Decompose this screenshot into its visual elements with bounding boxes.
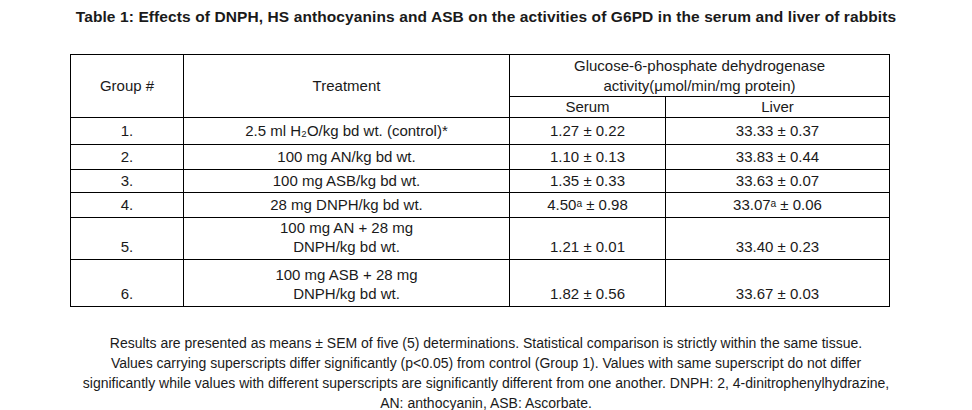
liver-value-cell: 33.63 ± 0.07: [666, 170, 890, 193]
subcol-header-serum: Serum: [510, 97, 666, 118]
table-caption: Table 1: Effects of DNPH, HS anthocyanin…: [0, 8, 972, 26]
col-header-activity: Glucose-6-phosphate dehydrogenase activi…: [510, 55, 890, 97]
table-footnote: Results are presented as means ± SEM of …: [0, 333, 972, 410]
table-row-group-4: 4. 28 mg DNPH/kg bd wt. 4.50ᵃ ± 0.98 33.…: [71, 193, 890, 218]
results-table: Group # Treatment Glucose-6-phosphate de…: [70, 54, 890, 307]
liver-value-cell: 33.40 ± 0.23: [666, 218, 890, 260]
header-row-top: Group # Treatment Glucose-6-phosphate de…: [71, 55, 890, 97]
serum-value-cell: 1.82 ± 0.56: [510, 260, 666, 307]
col-header-treatment: Treatment: [184, 55, 510, 118]
group-number-cell: 6.: [71, 260, 184, 307]
group-number-cell: 3.: [71, 170, 184, 193]
treatment-cell: 2.5 ml H₂O/kg bd wt. (control)*: [184, 118, 510, 145]
group-number-cell: 4.: [71, 193, 184, 218]
group-number-cell: 2.: [71, 145, 184, 170]
serum-value-cell: 1.27 ± 0.22: [510, 118, 666, 145]
group-number-cell: 5.: [71, 218, 184, 260]
serum-value-cell: 1.21 ± 0.01: [510, 218, 666, 260]
footnote-line: Results are presented as means ± SEM of …: [0, 333, 972, 353]
table-row-group-1: 1. 2.5 ml H₂O/kg bd wt. (control)* 1.27 …: [71, 118, 890, 145]
liver-value-cell: 33.07ᵃ ± 0.06: [666, 193, 890, 218]
footnote-line: Values carrying superscripts differ sign…: [0, 353, 972, 373]
treatment-cell: 100 mg ASB + 28 mg DNPH/kg bd wt.: [184, 260, 510, 307]
table-row-group-6: 6. 100 mg ASB + 28 mg DNPH/kg bd wt. 1.8…: [71, 260, 890, 307]
subcol-header-liver: Liver: [666, 97, 890, 118]
liver-value-cell: 33.33 ± 0.37: [666, 118, 890, 145]
serum-value-cell: 1.10 ± 0.13: [510, 145, 666, 170]
footnote-line: AN: anthocyanin, ASB: Ascorbate.: [0, 393, 972, 410]
footnote-line: significantly while values with differen…: [0, 373, 972, 393]
treatment-cell: 100 mg ASB/kg bd wt.: [184, 170, 510, 193]
treatment-cell: 28 mg DNPH/kg bd wt.: [184, 193, 510, 218]
serum-value-cell: 4.50ᵃ ± 0.98: [510, 193, 666, 218]
liver-value-cell: 33.67 ± 0.03: [666, 260, 890, 307]
col-header-group: Group #: [71, 55, 184, 118]
serum-value-cell: 1.35 ± 0.33: [510, 170, 666, 193]
table-row-group-2: 2. 100 mg AN/kg bd wt. 1.10 ± 0.13 33.83…: [71, 145, 890, 170]
treatment-cell: 100 mg AN + 28 mg DNPH/kg bd wt.: [184, 218, 510, 260]
liver-value-cell: 33.83 ± 0.44: [666, 145, 890, 170]
treatment-cell: 100 mg AN/kg bd wt.: [184, 145, 510, 170]
table-row-group-5: 5. 100 mg AN + 28 mg DNPH/kg bd wt. 1.21…: [71, 218, 890, 260]
table-row-group-3: 3. 100 mg ASB/kg bd wt. 1.35 ± 0.33 33.6…: [71, 170, 890, 193]
group-number-cell: 1.: [71, 118, 184, 145]
